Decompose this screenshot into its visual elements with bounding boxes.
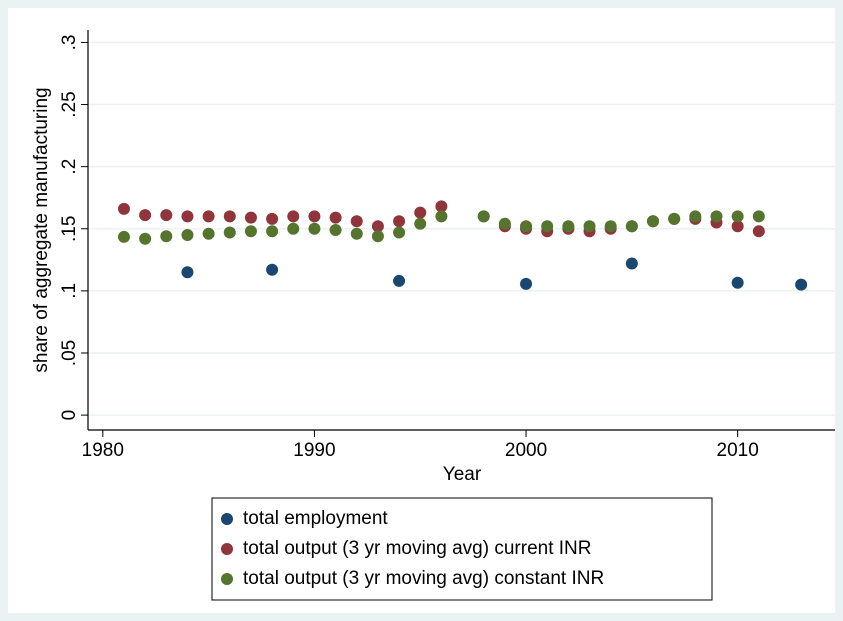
point [731,220,744,233]
point [668,212,681,225]
y-axis-title: share of aggregate manufacturing [31,87,52,372]
point [202,227,215,240]
point [266,212,279,225]
point [710,210,723,223]
legend-label: total employment [243,508,388,529]
point [223,226,236,239]
x-axis-title: Year [443,464,482,485]
point [244,211,257,224]
point [350,215,363,228]
point [583,220,596,233]
point [287,210,300,223]
point [266,263,279,276]
point [329,224,342,236]
point [350,227,363,240]
x-tick-label: 1990 [293,440,335,461]
point [393,215,406,228]
plot-region [88,30,835,430]
point [223,210,236,223]
point [731,210,744,223]
point [393,274,406,287]
grid [88,41,835,416]
point [647,215,660,228]
point [181,210,194,223]
legend-label: total output (3 yr moving avg) current I… [243,538,591,559]
point [435,210,448,223]
point [414,217,427,230]
point [731,276,744,289]
y-tick-label: .3 [59,34,80,50]
point [244,225,257,238]
point [414,206,427,219]
point [498,217,511,230]
point [689,210,702,223]
y-tick-label: .2 [59,159,80,175]
legend-marker [221,573,233,585]
x-tick-label: 2010 [717,440,759,461]
point [393,226,406,239]
point [266,225,279,238]
point [752,225,765,238]
point [562,220,575,233]
point [160,209,173,222]
point [202,210,215,223]
x-tick-label: 2000 [505,440,547,461]
y-tick-label: .25 [59,91,80,117]
point [520,277,533,290]
point [435,200,448,213]
legend-box [211,497,713,601]
point [181,266,194,279]
point [117,230,130,243]
y-tick-label: .15 [59,216,80,242]
legend-marker [221,513,233,525]
point [287,222,300,235]
point [604,220,617,233]
point [625,257,638,270]
point [371,230,384,243]
point [752,210,765,223]
point [160,230,173,243]
y-tick-label: .05 [59,340,80,366]
point [139,232,152,245]
y-tick-label: .1 [59,283,80,299]
point [371,220,384,233]
point [520,220,533,233]
point [308,210,321,223]
point [139,209,152,222]
point [181,228,194,241]
point [329,211,342,224]
legend-label: total output (3 yr moving avg) constant … [243,568,604,589]
point [795,278,808,291]
point [625,220,638,233]
point [477,210,490,223]
point [117,202,130,215]
legend-marker [221,543,233,555]
point [541,220,554,233]
y-tick-label: 0 [59,410,80,421]
x-tick-label: 1980 [82,440,124,461]
point [308,222,321,235]
